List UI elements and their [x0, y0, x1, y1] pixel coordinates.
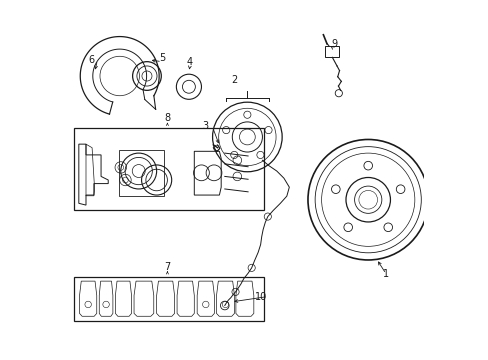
Text: 6: 6: [88, 55, 94, 65]
Bar: [74, 128, 264, 211]
Bar: [119, 149, 163, 196]
Text: 1: 1: [382, 269, 388, 279]
Text: 3: 3: [203, 121, 208, 131]
Text: 2: 2: [231, 75, 237, 85]
Text: 4: 4: [186, 57, 193, 67]
Bar: [74, 277, 264, 320]
Text: 7: 7: [164, 262, 170, 272]
Text: 5: 5: [159, 53, 165, 63]
Text: 10: 10: [254, 292, 266, 302]
Text: 9: 9: [330, 40, 337, 49]
Text: 8: 8: [164, 113, 170, 123]
